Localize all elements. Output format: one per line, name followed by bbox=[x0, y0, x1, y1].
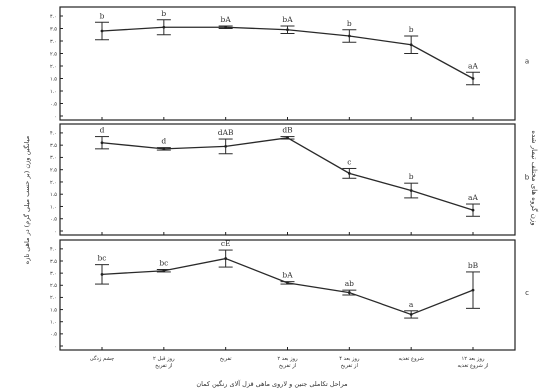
y-tick-label: ۰.۵ bbox=[50, 217, 57, 223]
x-tick-label: تفریخ bbox=[220, 356, 232, 362]
y-tick-label: ۱.۵ bbox=[50, 76, 57, 82]
y-tick-label: ۱.۰ bbox=[50, 320, 57, 326]
y-tick-label: ۰ bbox=[54, 229, 57, 235]
significance-label: b bbox=[100, 11, 105, 20]
y-tick-label: ۱.۰ bbox=[50, 89, 57, 95]
panel-a: ۰ ۰.۵ ۱.۰ ۱.۵ ۲.۰ ۲.۵ ۳.۰ ۳.۵ ۴.۰ b b bA bA b b aA a bbox=[50, 6, 529, 121]
data-point bbox=[100, 272, 104, 276]
panel-b: ۰ ۰.۵ ۱.۰ ۱.۵ ۲.۰ ۲.۵ ۳.۰ ۳.۵ ۴.۰ d d dAB dB c b aA b bbox=[50, 123, 530, 236]
side-axis-title: وزن گروه های مختلف تیمار شده bbox=[530, 130, 539, 225]
data-point bbox=[471, 208, 475, 212]
significance-label: cE bbox=[221, 239, 231, 248]
data-point bbox=[471, 288, 475, 292]
x-tick-label: ۱۲ روز بعد bbox=[461, 356, 485, 362]
significance-label: dB bbox=[282, 126, 293, 135]
x-tick-label: از تفریخ bbox=[341, 363, 358, 369]
significance-label: bA bbox=[221, 15, 232, 24]
y-tick-label: ۲.۵ bbox=[50, 51, 57, 57]
panel-frame bbox=[59, 239, 516, 351]
significance-label: d bbox=[100, 126, 105, 135]
significance-label: c bbox=[347, 157, 351, 166]
x-tick-label: از تفریخ bbox=[279, 363, 296, 369]
x-tick-label: از شروع تغذیه bbox=[458, 363, 489, 369]
x-tick-label: ۴ روز بعد bbox=[339, 356, 360, 362]
y-tick-label: ۰ bbox=[54, 114, 57, 120]
y-tick-label: ۳.۰ bbox=[50, 155, 57, 161]
panel-label: c bbox=[525, 289, 529, 297]
panel-label: b bbox=[525, 174, 530, 182]
data-point bbox=[100, 29, 104, 33]
data-point bbox=[286, 281, 289, 285]
y-tick-label: ۱.۵ bbox=[50, 307, 57, 313]
y-tick-label: ۳.۵ bbox=[50, 259, 57, 265]
y-tick-label: ۱.۰ bbox=[50, 204, 57, 210]
data-point bbox=[162, 25, 166, 29]
y-tick-label: ۴.۰ bbox=[50, 247, 57, 253]
data-point bbox=[409, 313, 413, 316]
significance-label: bc bbox=[159, 259, 168, 268]
y-tick-label: ۲.۰ bbox=[50, 180, 57, 186]
significance-label: bB bbox=[468, 261, 479, 270]
y-tick-label: ۳.۵ bbox=[50, 26, 57, 32]
significance-label: b bbox=[409, 172, 414, 181]
y-tick-label: ۰.۵ bbox=[50, 332, 57, 338]
data-point bbox=[162, 269, 166, 273]
y-tick-label: ۱.۵ bbox=[50, 192, 57, 198]
significance-label: dAB bbox=[218, 128, 234, 137]
significance-label: d bbox=[161, 137, 166, 146]
significance-label: aA bbox=[468, 193, 478, 202]
y-tick-label: ۲.۵ bbox=[50, 283, 57, 289]
data-point bbox=[286, 28, 289, 32]
x-tick-label: از تفریخ bbox=[155, 363, 172, 369]
significance-label: aA bbox=[468, 61, 478, 70]
y-axis-title: میانگین وزن (بر حسب میلی گرم) در ماهی تا… bbox=[23, 136, 31, 264]
significance-label: b bbox=[409, 25, 414, 34]
panel-frame bbox=[59, 123, 516, 236]
data-point bbox=[347, 291, 351, 294]
data-point bbox=[347, 34, 351, 38]
series-line-c bbox=[101, 257, 474, 316]
data-point bbox=[471, 77, 475, 80]
y-tick-label: ۳.۰ bbox=[50, 39, 57, 45]
data-point bbox=[409, 43, 413, 47]
y-tick-label: ۰ bbox=[54, 344, 57, 350]
data-point bbox=[409, 189, 413, 192]
y-tick-label: ۴.۰ bbox=[50, 14, 57, 20]
significance-label: ab bbox=[345, 279, 354, 288]
data-point bbox=[286, 136, 289, 140]
significance-label: b bbox=[347, 19, 352, 28]
panel-c: ۰ ۰.۵ ۱.۰ ۱.۵ ۲.۰ ۲.۵ ۳.۰ ۳.۵ ۴.۰ bc bc cE bA ab a bB c bbox=[50, 239, 529, 351]
y-tick-label: ۴.۰ bbox=[50, 131, 57, 137]
x-tick-label: چشم زدگی bbox=[90, 355, 115, 362]
significance-label: bA bbox=[282, 271, 293, 280]
y-tick-label: ۳.۵ bbox=[50, 143, 57, 149]
data-point bbox=[224, 257, 228, 260]
y-tick-label: ۰.۵ bbox=[50, 101, 57, 107]
x-tick-label: شروع تغذیه bbox=[398, 356, 423, 362]
y-tick-label: ۲.۵ bbox=[50, 167, 57, 173]
data-point bbox=[224, 25, 228, 29]
data-point bbox=[347, 171, 351, 175]
significance-label: bc bbox=[97, 254, 106, 263]
y-tick-label: ۳.۰ bbox=[50, 271, 57, 277]
series-line-b bbox=[101, 137, 474, 211]
data-point bbox=[100, 141, 104, 145]
x-tick-label: ۲ روز قبل bbox=[153, 356, 175, 362]
x-tick-label: ۲ روز بعد bbox=[277, 356, 298, 362]
x-axis-title: مراحل تکاملی جنین و لاروی ماهی قزل آلای … bbox=[196, 379, 347, 388]
y-tick-label: ۲.۰ bbox=[50, 64, 57, 70]
significance-label: bA bbox=[282, 15, 293, 24]
data-point bbox=[224, 144, 228, 148]
significance-label: a bbox=[409, 300, 414, 309]
significance-label: b bbox=[161, 9, 166, 18]
data-point bbox=[162, 147, 166, 151]
y-tick-label: ۲.۰ bbox=[50, 295, 57, 301]
panel-label: a bbox=[525, 58, 529, 66]
